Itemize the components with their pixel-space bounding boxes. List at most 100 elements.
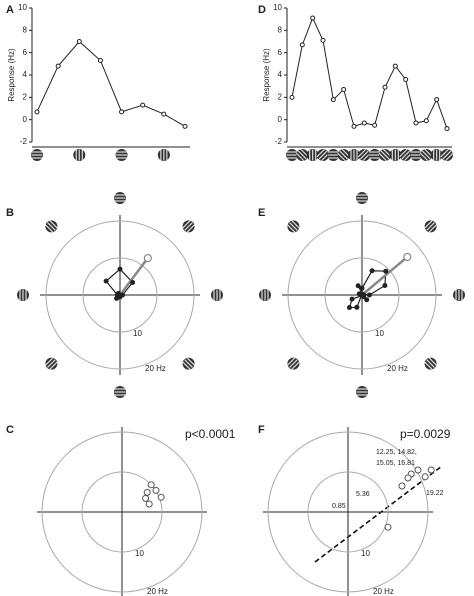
icon-stripe xyxy=(318,150,328,160)
grid-ring xyxy=(82,257,158,333)
icon-stripe xyxy=(357,148,367,158)
point-label: 12.25, 14.82, xyxy=(376,449,417,456)
point xyxy=(356,291,362,297)
point xyxy=(119,109,125,115)
point xyxy=(115,290,121,296)
y-tick-label: 4 xyxy=(23,70,28,79)
icon-stripe xyxy=(186,224,196,233)
icon-stripe xyxy=(47,359,56,368)
grid-ring xyxy=(307,471,389,553)
grating-icon xyxy=(182,357,196,371)
panel-letter: D xyxy=(258,4,266,16)
grating-icon xyxy=(368,149,381,161)
point xyxy=(341,87,347,93)
point xyxy=(369,268,375,274)
icon-stripe xyxy=(184,359,193,368)
icon-stripe xyxy=(424,219,433,229)
point xyxy=(404,474,412,482)
icon-stripe xyxy=(428,224,438,233)
grating-icon xyxy=(44,219,58,233)
ring-label: 20 Hz xyxy=(147,587,168,596)
point xyxy=(97,57,103,63)
vector xyxy=(119,257,149,296)
y-tick-label: 8 xyxy=(23,25,28,34)
y-tick-label: 0 xyxy=(23,115,28,124)
grating-icon xyxy=(327,149,340,161)
ring-label: 10 xyxy=(133,329,142,338)
y-tick-label: 10 xyxy=(18,3,27,12)
grating-icon xyxy=(399,148,413,162)
icon-stripe xyxy=(184,222,193,231)
point-label: 0.85 xyxy=(332,503,346,510)
icon-stripe xyxy=(186,357,196,366)
icon-stripe xyxy=(360,150,369,160)
icon-stripe xyxy=(44,224,54,233)
icon-stripe xyxy=(426,359,435,368)
panel-letter: C xyxy=(6,424,14,436)
vector-end xyxy=(403,252,412,262)
line xyxy=(36,40,186,127)
icon-stripe xyxy=(286,224,296,233)
icon-stripe xyxy=(286,357,296,366)
point xyxy=(361,120,367,126)
grating-icon xyxy=(356,192,368,204)
y-tick-label: 10 xyxy=(273,3,282,12)
point xyxy=(444,126,450,132)
vector-end xyxy=(143,253,152,263)
point-label: 5.36 xyxy=(356,491,370,498)
point xyxy=(351,123,357,129)
point xyxy=(34,109,40,115)
point xyxy=(354,304,360,310)
point xyxy=(299,42,305,48)
point xyxy=(398,482,406,490)
grating-icon xyxy=(73,149,86,161)
grating-icon xyxy=(378,148,392,162)
grating-icon xyxy=(44,357,58,371)
grating-icon xyxy=(430,149,443,161)
ring-label: 10 xyxy=(361,549,370,558)
y-tick-label: 8 xyxy=(278,25,283,34)
grating-icon xyxy=(440,148,454,162)
icon-stripe xyxy=(182,361,191,371)
grid-ring xyxy=(267,431,429,593)
icon-stripe xyxy=(337,152,346,162)
point xyxy=(330,97,336,103)
icon-stripe xyxy=(289,359,298,368)
grating-icon xyxy=(31,149,43,161)
point xyxy=(392,63,398,69)
point xyxy=(289,94,295,100)
y-tick-label: 6 xyxy=(278,48,283,57)
panel-letter: A xyxy=(6,4,14,16)
point-label: 19.22 xyxy=(426,490,444,497)
icon-stripe xyxy=(49,361,58,371)
point xyxy=(383,268,389,274)
icon-stripe xyxy=(47,222,56,231)
grating-icon xyxy=(453,289,465,301)
y-axis-label: Response (Hz) xyxy=(262,48,271,102)
icon-stripe xyxy=(291,219,300,229)
icon-stripe xyxy=(378,152,388,162)
point xyxy=(152,486,160,494)
icon-stripe xyxy=(298,150,307,160)
point xyxy=(414,466,422,474)
grating-icon xyxy=(389,149,402,161)
ring-label: 20 Hz xyxy=(387,364,408,373)
icon-stripe xyxy=(399,148,408,158)
point-label: 15.05, 16.81 xyxy=(376,460,415,467)
vector xyxy=(361,255,409,296)
grating-icon xyxy=(17,289,29,301)
point xyxy=(423,118,429,124)
grating-icon xyxy=(115,149,128,161)
point xyxy=(147,481,155,489)
grating-icon xyxy=(114,386,126,398)
point xyxy=(366,292,372,298)
grating-icon xyxy=(259,289,271,301)
point xyxy=(130,279,136,285)
grid-ring xyxy=(324,257,400,333)
point xyxy=(320,37,326,43)
grating-icon xyxy=(114,192,126,204)
point xyxy=(359,285,365,291)
grating-icon xyxy=(424,219,438,233)
point xyxy=(403,76,409,82)
grating-icon xyxy=(356,386,368,398)
